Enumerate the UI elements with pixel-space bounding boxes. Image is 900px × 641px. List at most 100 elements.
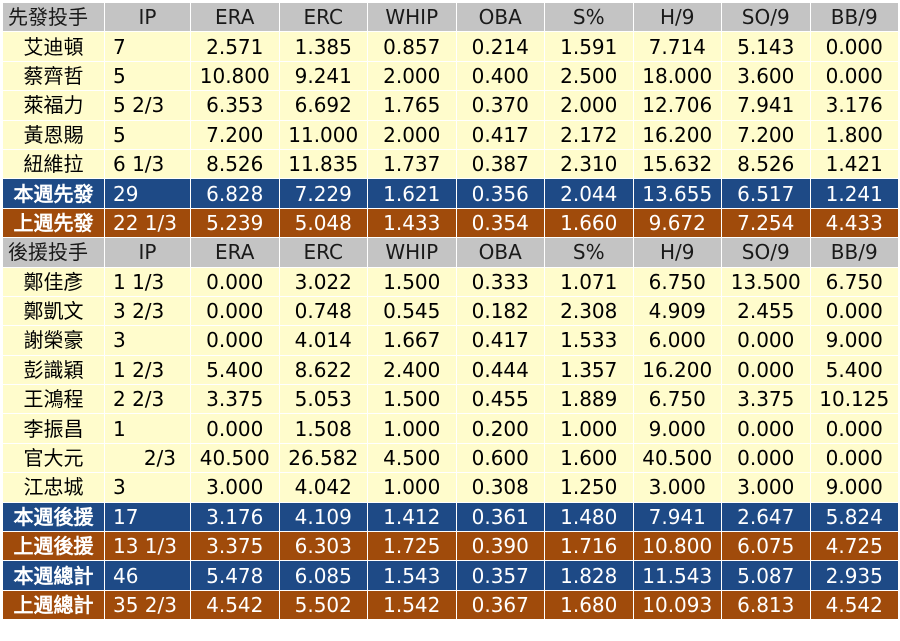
- column-header-h9: H/9: [632, 1, 722, 33]
- stat-so9: 0.000: [721, 354, 811, 386]
- last-week-total-row: 上週總計 35 2/3 4.542 5.502 1.542 0.367 1.680 10.09…: [2, 589, 899, 621]
- stat-so9: 5.087: [721, 560, 811, 591]
- stat-whip: 1.667: [367, 325, 457, 356]
- stat-h9: 10.800: [632, 531, 722, 562]
- stat-ip: 1: [104, 413, 191, 444]
- table-row: 鄭凱文 3 2/3 0.000 0.748 0.545 0.182 2.308 4.909 2.…: [2, 295, 899, 327]
- stat-erc: 5.502: [278, 589, 368, 621]
- stat-bb9: 5.824: [809, 501, 899, 533]
- column-header-ip: IP: [104, 1, 191, 33]
- stat-era: 0.000: [190, 325, 280, 356]
- stat-oba: 0.455: [455, 384, 545, 415]
- stat-h9: 7.941: [632, 501, 722, 533]
- stat-ip: 7: [104, 31, 191, 62]
- stat-erc: 7.229: [278, 178, 368, 209]
- stat-era: 10.800: [190, 60, 280, 92]
- pitcher-name: 官大元: [2, 442, 105, 474]
- stat-h9: 4.909: [632, 295, 722, 327]
- stat-so9: 5.143: [721, 31, 811, 62]
- stat-h9: 7.714: [632, 31, 722, 62]
- stat-s-pct: 1.716: [544, 531, 634, 562]
- stat-h9: 9.672: [632, 207, 722, 239]
- stat-ip: 13 1/3: [104, 531, 191, 562]
- stat-s-pct: 2.308: [544, 295, 634, 327]
- stat-erc: 0.748: [278, 295, 368, 327]
- stat-so9: 0.000: [721, 325, 811, 356]
- stat-s-pct: 1.480: [544, 501, 634, 533]
- stat-h9: 16.200: [632, 119, 722, 150]
- stat-bb9: 2.935: [809, 560, 899, 591]
- stat-ip: 3: [104, 472, 191, 503]
- pitcher-name: 鄭凱文: [2, 295, 105, 327]
- stat-whip: 4.500: [367, 442, 457, 474]
- stat-oba: 0.417: [455, 325, 545, 356]
- stat-era: 4.542: [190, 589, 280, 621]
- pitching-stats-table: 先發投手 IP ERA ERC WHIP OBA S% H/9 SO/9 BB/9 艾迪頓 7 2.57…: [2, 1, 899, 621]
- pitcher-name: 蔡齊哲: [2, 60, 105, 92]
- stat-h9: 6.750: [632, 384, 722, 415]
- stat-ip: 1 1/3: [104, 266, 191, 297]
- stat-so9: 0.000: [721, 442, 811, 474]
- stat-oba: 0.417: [455, 119, 545, 150]
- stat-s-pct: 1.591: [544, 31, 634, 62]
- stat-ip: 3 2/3: [104, 295, 191, 327]
- stat-s-pct: 1.533: [544, 325, 634, 356]
- column-header-era: ERA: [190, 1, 280, 33]
- stat-oba: 0.357: [455, 560, 545, 591]
- stat-whip: 0.857: [367, 31, 457, 62]
- pitcher-name: 本週先發: [2, 178, 105, 209]
- stat-whip: 1.765: [367, 90, 457, 121]
- stat-h9: 40.500: [632, 442, 722, 474]
- stat-oba: 0.361: [455, 501, 545, 533]
- stat-h9: 3.000: [632, 472, 722, 503]
- table-row: 黃恩賜 5 7.200 11.000 2.000 0.417 2.172 16.200 7.20…: [2, 119, 899, 150]
- pitcher-name: 艾迪頓: [2, 31, 105, 62]
- stat-oba: 0.214: [455, 31, 545, 62]
- stat-h9: 15.632: [632, 148, 722, 180]
- stat-bb9: 3.176: [809, 90, 899, 121]
- stat-so9: 7.941: [721, 90, 811, 121]
- pitcher-name: 上週總計: [2, 589, 105, 621]
- stat-whip: 1.725: [367, 531, 457, 562]
- column-header-oba: OBA: [455, 1, 545, 33]
- stat-h9: 6.750: [632, 266, 722, 297]
- table-row: 艾迪頓 7 2.571 1.385 0.857 0.214 1.591 7.714 5.143 0…: [2, 31, 899, 62]
- stat-erc: 26.582: [278, 442, 368, 474]
- stat-ip: 5: [104, 60, 191, 92]
- last-week-relievers-row: 上週後援 13 1/3 3.375 6.303 1.725 0.390 1.716 10.80…: [2, 531, 899, 562]
- stat-oba: 0.367: [455, 589, 545, 621]
- stat-so9: 2.647: [721, 501, 811, 533]
- stat-ip: 6 1/3: [104, 148, 191, 180]
- group-header-label: 後援投手: [2, 237, 105, 268]
- stat-oba: 0.182: [455, 295, 545, 327]
- stat-whip: 1.500: [367, 266, 457, 297]
- table-row: 萊福力 5 2/3 6.353 6.692 1.765 0.370 2.000 12.706 7…: [2, 90, 899, 121]
- stat-bb9: 1.421: [809, 148, 899, 180]
- stat-whip: 1.412: [367, 501, 457, 533]
- pitcher-name: 本週後援: [2, 501, 105, 533]
- pitcher-name: 鄭佳彥: [2, 266, 105, 297]
- stat-bb9: 10.125: [809, 384, 899, 415]
- stat-bb9: 9.000: [809, 472, 899, 503]
- pitcher-name: 本週總計: [2, 560, 105, 591]
- column-header-whip: WHIP: [367, 237, 457, 268]
- pitcher-name: 黃恩賜: [2, 119, 105, 150]
- stat-era: 3.375: [190, 384, 280, 415]
- this-week-total-row: 本週總計 46 5.478 6.085 1.543 0.357 1.828 11.543 5.0…: [2, 560, 899, 591]
- table-header-row: 後援投手 IP ERA ERC WHIP OBA S% H/9 SO/9 BB/9: [2, 237, 899, 268]
- stat-erc: 3.022: [278, 266, 368, 297]
- stat-bb9: 0.000: [809, 295, 899, 327]
- stat-h9: 11.543: [632, 560, 722, 591]
- stat-era: 6.828: [190, 178, 280, 209]
- stat-era: 5.239: [190, 207, 280, 239]
- stat-whip: 1.000: [367, 472, 457, 503]
- stat-s-pct: 2.172: [544, 119, 634, 150]
- stat-erc: 1.385: [278, 31, 368, 62]
- stat-bb9: 6.750: [809, 266, 899, 297]
- table-row: 官大元 2/3 40.500 26.582 4.500 0.600 1.600 40.500 0…: [2, 442, 899, 474]
- table-row: 王鴻程 2 2/3 3.375 5.053 1.500 0.455 1.889 6.750 3.…: [2, 384, 899, 415]
- stat-erc: 4.042: [278, 472, 368, 503]
- stat-erc: 9.241: [278, 60, 368, 92]
- table-row: 謝榮豪 3 0.000 4.014 1.667 0.417 1.533 6.000 0.000 9…: [2, 325, 899, 356]
